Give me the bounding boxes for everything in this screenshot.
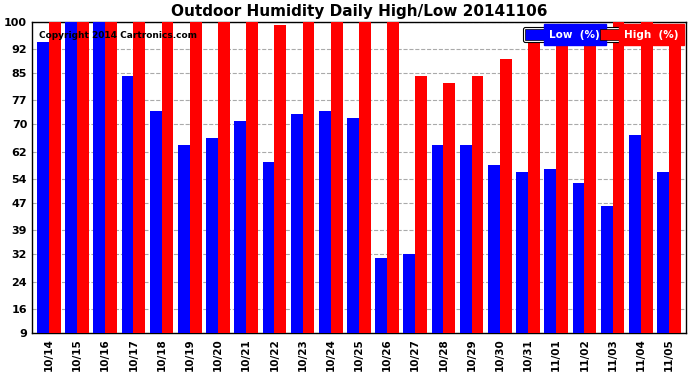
Bar — [613, 18, 624, 333]
Bar — [544, 169, 556, 333]
Bar — [528, 32, 540, 333]
Bar — [150, 111, 161, 333]
Bar — [584, 25, 596, 333]
Bar — [488, 165, 500, 333]
Bar — [66, 8, 77, 333]
Bar — [657, 172, 669, 333]
Bar — [133, 0, 146, 333]
Bar — [93, 18, 106, 333]
Bar — [290, 114, 303, 333]
Bar — [629, 135, 641, 333]
Bar — [472, 76, 484, 333]
Bar — [359, 0, 371, 333]
Bar — [387, 8, 399, 333]
Text: Copyright 2014 Cartronics.com: Copyright 2014 Cartronics.com — [39, 31, 197, 40]
Bar — [161, 0, 173, 333]
Bar — [601, 207, 613, 333]
Bar — [263, 162, 275, 333]
Bar — [460, 145, 472, 333]
Bar — [375, 258, 387, 333]
Bar — [669, 32, 681, 333]
Bar — [331, 8, 343, 333]
Legend: Low  (%), High  (%): Low (%), High (%) — [523, 27, 680, 42]
Bar — [573, 183, 584, 333]
Bar — [246, 0, 258, 333]
Bar — [347, 117, 359, 333]
Bar — [190, 0, 201, 333]
Bar — [641, 0, 653, 333]
Bar — [404, 254, 415, 333]
Bar — [178, 145, 190, 333]
Bar — [516, 172, 528, 333]
Bar — [49, 0, 61, 333]
Bar — [37, 42, 49, 333]
Bar — [500, 59, 512, 333]
Bar — [121, 76, 133, 333]
Bar — [275, 25, 286, 333]
Bar — [444, 83, 455, 333]
Title: Outdoor Humidity Daily High/Low 20141106: Outdoor Humidity Daily High/Low 20141106 — [170, 4, 547, 19]
Bar — [218, 8, 230, 333]
Bar — [415, 76, 427, 333]
Bar — [556, 32, 568, 333]
Bar — [206, 138, 218, 333]
Bar — [432, 145, 444, 333]
Bar — [106, 0, 117, 333]
Bar — [235, 121, 246, 333]
Bar — [303, 0, 315, 333]
Bar — [319, 111, 331, 333]
Bar — [77, 0, 89, 333]
